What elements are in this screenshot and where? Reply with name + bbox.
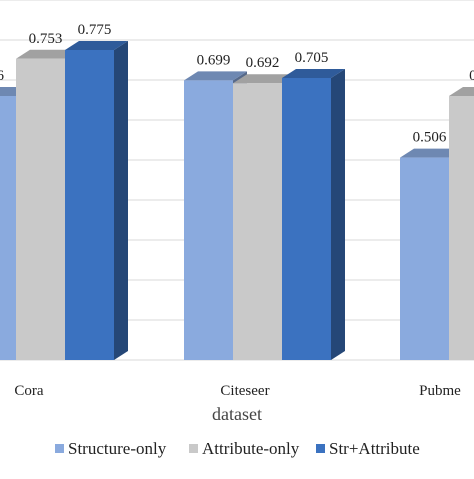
bar-front bbox=[0, 96, 16, 360]
bar-str-attribute-cora bbox=[65, 41, 128, 360]
x-tick-label: Citeseer bbox=[220, 383, 269, 399]
legend-swatch bbox=[189, 444, 198, 453]
legend-item: Str+Attribute bbox=[316, 439, 420, 458]
bar-front bbox=[65, 50, 114, 360]
legend-item: Structure-only bbox=[55, 439, 167, 458]
x-tick-label: Pubme bbox=[419, 383, 461, 399]
data-label: 56 bbox=[0, 68, 5, 84]
bar-top bbox=[184, 71, 247, 81]
legend-item: Attribute-only bbox=[189, 439, 300, 458]
bar-side bbox=[114, 41, 128, 360]
data-label: 0.6 bbox=[469, 68, 474, 84]
data-label: 0.506 bbox=[413, 130, 447, 146]
bar-top bbox=[16, 49, 79, 59]
x-tick-label: Cora bbox=[14, 383, 44, 399]
legend-label: Str+Attribute bbox=[329, 439, 420, 458]
bar-front bbox=[16, 58, 65, 361]
bar-front bbox=[233, 83, 282, 360]
legend-label: Structure-only bbox=[68, 439, 167, 458]
legend-swatch bbox=[55, 444, 64, 453]
bar-front bbox=[449, 96, 474, 360]
bars bbox=[0, 41, 474, 361]
data-label: 0.705 bbox=[295, 50, 329, 66]
bar-top bbox=[282, 69, 345, 78]
legend: Structure-only Attribute-only Str+Attribut… bbox=[55, 439, 420, 458]
data-label: 0.775 bbox=[78, 22, 112, 38]
data-label: 0.753 bbox=[29, 31, 63, 47]
legend-swatch bbox=[316, 444, 325, 453]
bar-top bbox=[65, 41, 128, 50]
bar-attribute-only-pubmed bbox=[449, 87, 474, 360]
bar-front bbox=[400, 157, 449, 360]
x-axis-label: dataset bbox=[212, 404, 262, 424]
legend-label: Attribute-only bbox=[202, 439, 300, 458]
category-tick-labels: Cora Citeseer Pubme bbox=[14, 383, 461, 399]
bar-front bbox=[184, 80, 233, 361]
bar-top bbox=[449, 87, 474, 96]
data-labels: 56 0.699 0.506 0.753 0.692 0.6 0.775 0.705 bbox=[0, 22, 474, 146]
bar-top bbox=[400, 148, 463, 158]
data-label: 0.692 bbox=[246, 55, 280, 71]
bar-front bbox=[282, 78, 331, 360]
bar-side bbox=[331, 69, 345, 360]
bar-str-attribute-citeseer bbox=[282, 69, 345, 360]
bar-top bbox=[233, 74, 296, 84]
data-label: 0.699 bbox=[197, 52, 231, 68]
